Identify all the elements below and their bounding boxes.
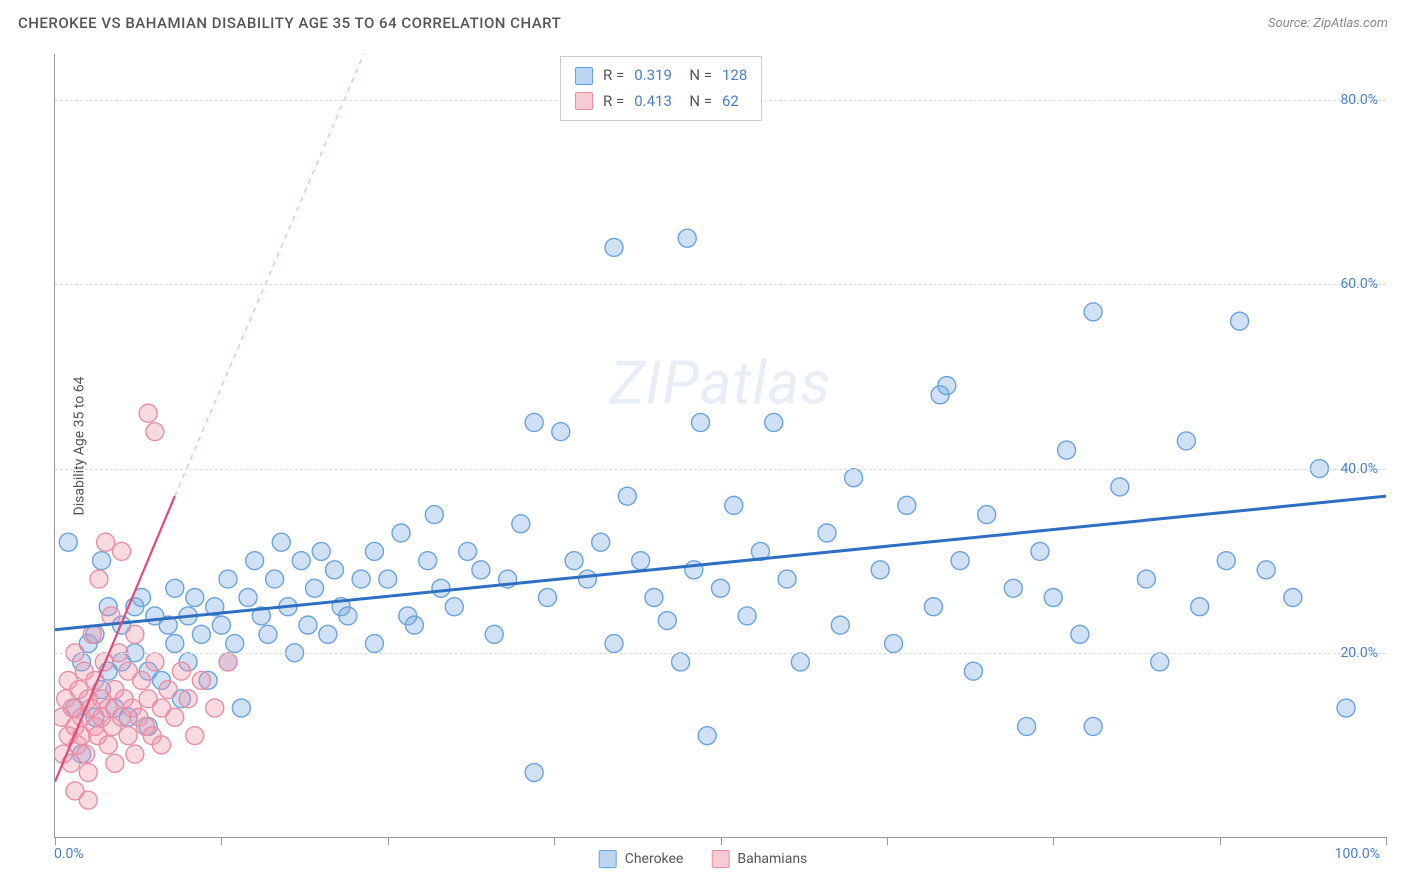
- gridline: [55, 284, 1386, 285]
- legend-swatch: [599, 850, 617, 868]
- x-tick: [1386, 837, 1387, 845]
- legend-label: Cherokee: [625, 851, 684, 867]
- y-tick-label: 20.0%: [1340, 645, 1378, 661]
- stats-r-value: 0.413: [634, 89, 672, 115]
- stats-r-label: R =: [603, 89, 624, 115]
- stats-n-value: 128: [722, 63, 747, 89]
- legend-item: Cherokee: [599, 850, 684, 868]
- legend-swatch: [711, 850, 729, 868]
- x-axis-max-label: 100.0%: [1335, 846, 1380, 862]
- y-tick-label: 80.0%: [1340, 92, 1378, 108]
- y-tick-label: 60.0%: [1340, 276, 1378, 292]
- x-tick: [221, 837, 222, 845]
- stats-n-value: 62: [722, 89, 739, 115]
- x-tick: [1053, 837, 1054, 845]
- gridline: [55, 653, 1386, 654]
- y-tick-label: 40.0%: [1340, 461, 1378, 477]
- chart-source: Source: ZipAtlas.com: [1268, 16, 1388, 31]
- legend: Cherokee Bahamians: [599, 850, 808, 868]
- x-tick: [1220, 837, 1221, 845]
- x-tick: [55, 837, 56, 845]
- x-tick: [388, 837, 389, 845]
- stats-n-label: N =: [682, 89, 712, 115]
- correlation-stats-box: R = 0.319 N = 128 R = 0.413 N = 62: [560, 56, 762, 121]
- stats-swatch: [575, 92, 593, 110]
- stats-row: R = 0.413 N = 62: [575, 89, 747, 115]
- chart-plot-area: ZIPatlas 20.0%40.0%60.0%80.0%: [54, 54, 1386, 838]
- scatter-plot-svg: [55, 54, 1386, 837]
- stats-n-label: N =: [682, 63, 712, 89]
- gridline: [55, 469, 1386, 470]
- legend-item: Bahamians: [711, 850, 807, 868]
- x-axis-min-label: 0.0%: [54, 846, 84, 862]
- stats-r-label: R =: [603, 63, 624, 89]
- x-tick: [887, 837, 888, 845]
- chart-header: CHEROKEE VS BAHAMIAN DISABILITY AGE 35 T…: [0, 0, 1406, 38]
- x-tick: [554, 837, 555, 845]
- stats-swatch: [575, 67, 593, 85]
- stats-row: R = 0.319 N = 128: [575, 63, 747, 89]
- stats-r-value: 0.319: [634, 63, 672, 89]
- chart-title: CHEROKEE VS BAHAMIAN DISABILITY AGE 35 T…: [18, 14, 561, 32]
- x-tick: [721, 837, 722, 845]
- legend-label: Bahamians: [737, 851, 807, 867]
